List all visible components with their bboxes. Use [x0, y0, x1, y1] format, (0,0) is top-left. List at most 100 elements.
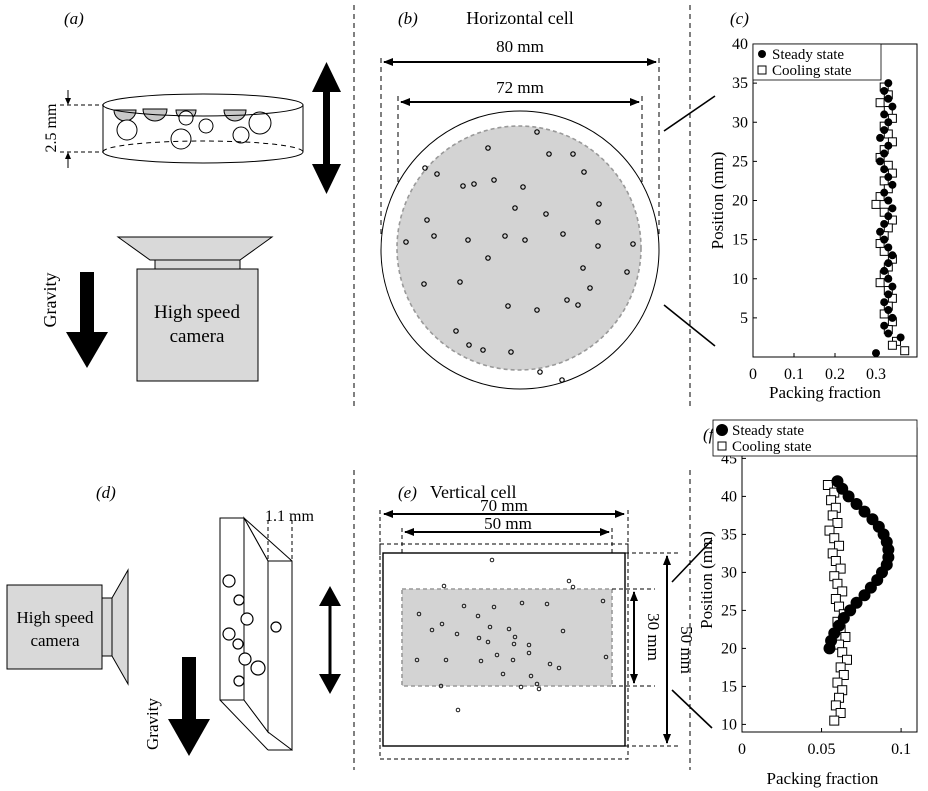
data-point-cooling — [829, 715, 840, 726]
camera-a-line2: camera — [170, 326, 225, 347]
tracer-particle — [526, 650, 532, 656]
tracer-particle — [403, 239, 409, 245]
x-tick-label: 0.05 — [808, 741, 836, 758]
tracer-particle — [421, 281, 427, 287]
tracer-particle — [434, 171, 440, 177]
data-point-cooling — [875, 98, 885, 108]
tracer-particle — [564, 297, 570, 303]
tracer-particle — [465, 237, 471, 243]
panel-e-title: Vertical cell — [430, 482, 516, 502]
data-point-cooling — [887, 340, 897, 350]
cell-a-bottom-front — [102, 151, 304, 164]
y-tick-label: 10 — [721, 716, 737, 733]
data-point-cooling — [837, 586, 848, 597]
tracer-particle — [505, 303, 511, 309]
tracer-particle — [429, 627, 435, 633]
particle — [170, 128, 192, 150]
data-point-steady — [884, 259, 893, 268]
data-point-cooling — [838, 670, 849, 680]
panel-a: (a) 2.5 mm — [40, 9, 341, 382]
gravity-arrow-d — [168, 657, 210, 756]
data-point-cooling — [835, 563, 846, 574]
tracer-particle — [457, 279, 463, 285]
data-point-steady — [880, 126, 889, 135]
tracer-particle — [519, 600, 525, 606]
legend-box — [752, 43, 882, 81]
particle — [233, 675, 245, 687]
camera-d-line1: High speed — [17, 608, 94, 627]
tracer-particle — [575, 302, 581, 308]
x-tick-label: 0.1 — [891, 741, 911, 758]
tracer-particle — [485, 145, 491, 151]
data-point-steady — [888, 313, 897, 322]
vibration-arrow-a — [312, 62, 341, 194]
data-point-cooling — [832, 518, 843, 528]
tracer-particle — [453, 328, 459, 334]
x-tick-label: 0.1 — [784, 366, 804, 383]
tracer-particle — [580, 265, 586, 271]
tracer-particle — [478, 658, 484, 664]
tracer-particle — [570, 151, 576, 157]
tracer-particle — [414, 657, 420, 663]
legend-marker-steady — [716, 424, 728, 436]
dim-e-outer-width-label: 70 mm — [480, 496, 528, 515]
tracer-particle — [559, 377, 565, 383]
tracer-particle — [494, 652, 500, 658]
data-point-steady — [858, 589, 871, 602]
data-point-steady — [884, 329, 893, 338]
data-point-cooling — [834, 540, 845, 551]
tracer-particle — [526, 642, 532, 648]
dim-e-inner-height-label: 30 mm — [644, 613, 663, 661]
tracer-particle — [595, 219, 601, 225]
y-tick-label: 30 — [732, 114, 748, 131]
data-point-steady — [850, 498, 863, 510]
tracer-particle — [508, 349, 514, 355]
cell-b-particles — [403, 129, 636, 383]
tracer-particle — [480, 347, 486, 353]
tracer-particle — [547, 661, 553, 667]
tracer-particle — [512, 634, 518, 640]
data-point-steady — [880, 321, 889, 330]
tracer-particle — [422, 165, 428, 171]
cell-e-particles — [414, 557, 609, 713]
y-tick-label: 20 — [732, 193, 748, 210]
tracer-particle — [536, 686, 542, 692]
x-tick-label: 0.2 — [825, 366, 845, 383]
data-point-steady — [880, 86, 889, 95]
tracer-particle — [461, 603, 467, 609]
y-axis-label: Position (mm) — [708, 152, 727, 250]
tracer-particle — [534, 307, 540, 313]
tracer-particle — [416, 611, 422, 617]
tracer-particle — [544, 601, 550, 607]
data-point-steady — [888, 282, 897, 291]
y-tick-label: 25 — [732, 153, 748, 170]
tracer-particle — [600, 598, 606, 604]
x-tick-label: 0 — [749, 366, 757, 383]
particle — [222, 627, 236, 641]
tracer-particle — [587, 285, 593, 291]
data-point-cooling — [871, 199, 881, 209]
cell-e-inner-fill — [401, 588, 613, 687]
particle — [178, 110, 194, 126]
data-point-steady — [884, 212, 893, 221]
particle — [116, 119, 138, 141]
tracer-particle — [556, 665, 562, 671]
tracer-particle — [595, 243, 601, 249]
cell-b-inner-fill — [396, 125, 642, 371]
cell-d-particles — [222, 574, 282, 687]
panel-b-label: (b) — [398, 9, 418, 28]
particle — [270, 621, 282, 633]
data-point-steady — [880, 165, 889, 174]
particle — [232, 126, 250, 144]
y-tick-label: 15 — [732, 232, 748, 249]
x-tick-label: 0 — [738, 741, 746, 758]
dim-d-thickness: 1.1 mm — [265, 508, 314, 525]
data-point-steady — [880, 235, 889, 244]
tracer-particle — [471, 181, 477, 187]
data-point-steady — [823, 642, 836, 655]
tracer-particle — [487, 624, 493, 630]
tracer-particle — [500, 671, 506, 677]
camera-d-line2: camera — [30, 631, 80, 650]
tracer-particle — [431, 233, 437, 239]
